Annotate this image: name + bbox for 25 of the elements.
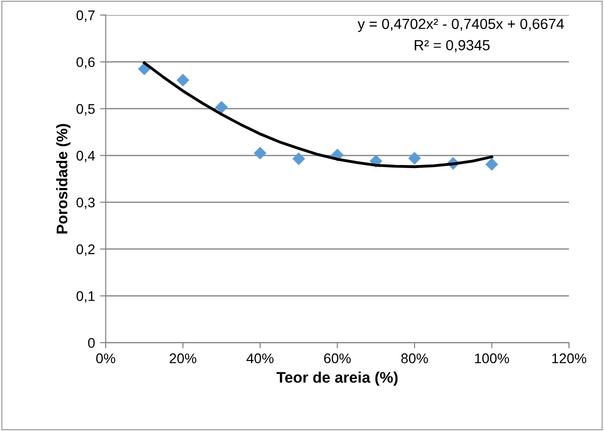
y-tick-label: 0,3	[76, 198, 95, 210]
y-tick-label: 0,7	[76, 10, 95, 22]
x-tick-label: 100%	[475, 353, 510, 364]
y-tick-label: 0,6	[76, 57, 95, 69]
point	[254, 146, 266, 160]
annotation: R² = 0,9345	[414, 40, 490, 52]
y-tick-label: 0,5	[76, 104, 95, 116]
point	[215, 100, 228, 114]
x-tick-label: 20%	[170, 353, 196, 364]
x-tick-label: 60%	[324, 353, 351, 364]
y-tick-label: 0,1	[76, 291, 95, 303]
y-tick-label: 0	[88, 338, 95, 348]
point	[176, 74, 190, 86]
point	[485, 158, 498, 171]
x-tick-label: 40%	[246, 353, 274, 364]
y-tick-label: 0,2	[76, 244, 95, 256]
y-tick-label: 0,4	[76, 150, 95, 162]
annotation: y = 0,4702x² - 0,7405x + 0,6674	[358, 18, 564, 32]
x-tick-label: 120%	[552, 353, 586, 364]
y-axis-title: Porosidade (%)	[56, 124, 70, 234]
x-tick-label: 0%	[96, 353, 116, 364]
point	[292, 152, 306, 166]
point	[408, 152, 421, 165]
x-tick-label: 80%	[401, 353, 428, 364]
x-axis-title: Teor de areia (%)	[276, 372, 398, 386]
